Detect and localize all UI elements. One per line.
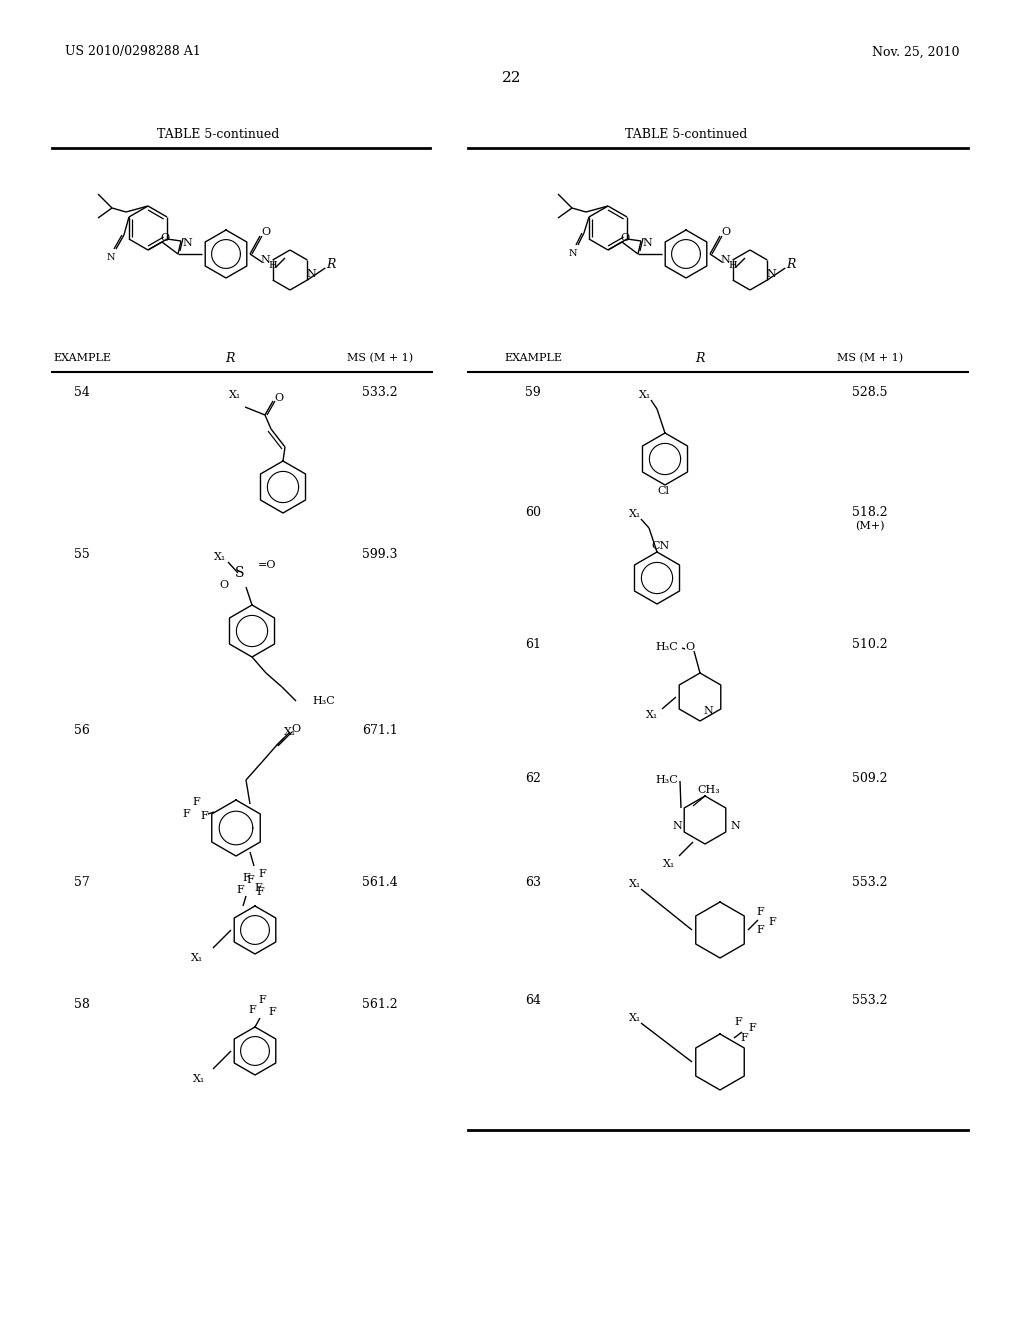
Text: F: F — [756, 907, 764, 917]
Text: F: F — [734, 1016, 741, 1027]
Text: N: N — [766, 269, 776, 279]
Text: S: S — [236, 566, 245, 579]
Text: 671.1: 671.1 — [362, 723, 398, 737]
Text: 58: 58 — [74, 998, 90, 1011]
Text: 59: 59 — [525, 387, 541, 400]
Text: 55: 55 — [74, 549, 90, 561]
Text: R: R — [695, 351, 705, 364]
Text: X₁: X₁ — [214, 552, 226, 562]
Text: X₁: X₁ — [284, 727, 296, 737]
Text: F: F — [258, 869, 266, 879]
Text: F: F — [258, 995, 266, 1005]
Text: 60: 60 — [525, 506, 541, 519]
Text: 533.2: 533.2 — [362, 387, 397, 400]
Text: F: F — [256, 887, 264, 898]
Text: 62: 62 — [525, 771, 541, 784]
Text: F: F — [182, 809, 189, 818]
Text: 61: 61 — [525, 639, 541, 652]
Text: O: O — [261, 227, 270, 238]
Text: F: F — [740, 1034, 748, 1043]
Text: O: O — [274, 393, 284, 403]
Text: N: N — [672, 821, 682, 832]
Text: 528.5: 528.5 — [852, 387, 888, 400]
Text: X₁: X₁ — [629, 1012, 641, 1023]
Text: R: R — [225, 351, 234, 364]
Text: F: F — [193, 797, 200, 807]
Text: F: F — [242, 873, 250, 883]
Text: X₁: X₁ — [639, 389, 651, 400]
Text: 54: 54 — [74, 387, 90, 400]
Text: EXAMPLE: EXAMPLE — [504, 352, 562, 363]
Text: H: H — [268, 261, 278, 271]
Text: F: F — [248, 1005, 256, 1015]
Text: O: O — [621, 234, 630, 243]
Text: N: N — [642, 238, 652, 248]
Text: (M+): (M+) — [855, 521, 885, 531]
Text: X₁: X₁ — [663, 859, 675, 869]
Text: F: F — [200, 810, 208, 821]
Text: F: F — [749, 1023, 756, 1034]
Text: 599.3: 599.3 — [362, 549, 397, 561]
Text: 57: 57 — [74, 875, 90, 888]
Text: N: N — [703, 706, 713, 715]
Text: X₁: X₁ — [229, 389, 241, 400]
Text: 553.2: 553.2 — [852, 994, 888, 1006]
Text: 22: 22 — [502, 71, 522, 84]
Text: X₁: X₁ — [646, 710, 658, 719]
Text: MS (M + 1): MS (M + 1) — [347, 352, 413, 363]
Text: N: N — [568, 248, 578, 257]
Text: Cl: Cl — [657, 486, 669, 496]
Text: 553.2: 553.2 — [852, 875, 888, 888]
Text: R: R — [327, 257, 336, 271]
Text: F: F — [756, 925, 764, 935]
Text: 56: 56 — [74, 723, 90, 737]
Text: O: O — [722, 227, 730, 238]
Text: F: F — [246, 875, 254, 884]
Text: X₁: X₁ — [193, 1074, 205, 1084]
Text: CH₃: CH₃ — [697, 785, 720, 795]
Text: N: N — [260, 255, 270, 265]
Text: H: H — [729, 261, 737, 271]
Text: O: O — [685, 642, 694, 652]
Text: TABLE 5-continued: TABLE 5-continued — [157, 128, 280, 141]
Text: 561.4: 561.4 — [362, 875, 398, 888]
Text: H₃C: H₃C — [312, 696, 335, 706]
Text: F: F — [237, 884, 244, 895]
Text: O: O — [219, 579, 228, 590]
Text: F: F — [268, 1007, 275, 1016]
Text: 510.2: 510.2 — [852, 639, 888, 652]
Text: N: N — [106, 252, 115, 261]
Text: X₁: X₁ — [190, 953, 203, 964]
Text: 509.2: 509.2 — [852, 771, 888, 784]
Text: X₁: X₁ — [629, 879, 641, 888]
Text: 63: 63 — [525, 875, 541, 888]
Text: 561.2: 561.2 — [362, 998, 397, 1011]
Text: O: O — [292, 723, 301, 734]
Text: TABLE 5-continued: TABLE 5-continued — [625, 128, 748, 141]
Text: N: N — [720, 255, 730, 265]
Text: 64: 64 — [525, 994, 541, 1006]
Text: H₃C: H₃C — [655, 642, 678, 652]
Text: MS (M + 1): MS (M + 1) — [837, 352, 903, 363]
Text: CN: CN — [652, 541, 670, 550]
Text: X₁: X₁ — [629, 510, 641, 519]
Text: R: R — [786, 257, 796, 271]
Text: F: F — [768, 917, 776, 927]
Text: EXAMPLE: EXAMPLE — [53, 352, 111, 363]
Text: O: O — [161, 234, 170, 243]
Text: F: F — [254, 883, 262, 894]
Text: N: N — [306, 269, 316, 279]
Text: Nov. 25, 2010: Nov. 25, 2010 — [872, 45, 961, 58]
Text: H₃C: H₃C — [655, 775, 678, 785]
Text: N: N — [730, 821, 740, 832]
Text: N: N — [182, 238, 191, 248]
Text: =O: =O — [258, 560, 276, 570]
Text: US 2010/0298288 A1: US 2010/0298288 A1 — [65, 45, 201, 58]
Text: 518.2: 518.2 — [852, 506, 888, 519]
